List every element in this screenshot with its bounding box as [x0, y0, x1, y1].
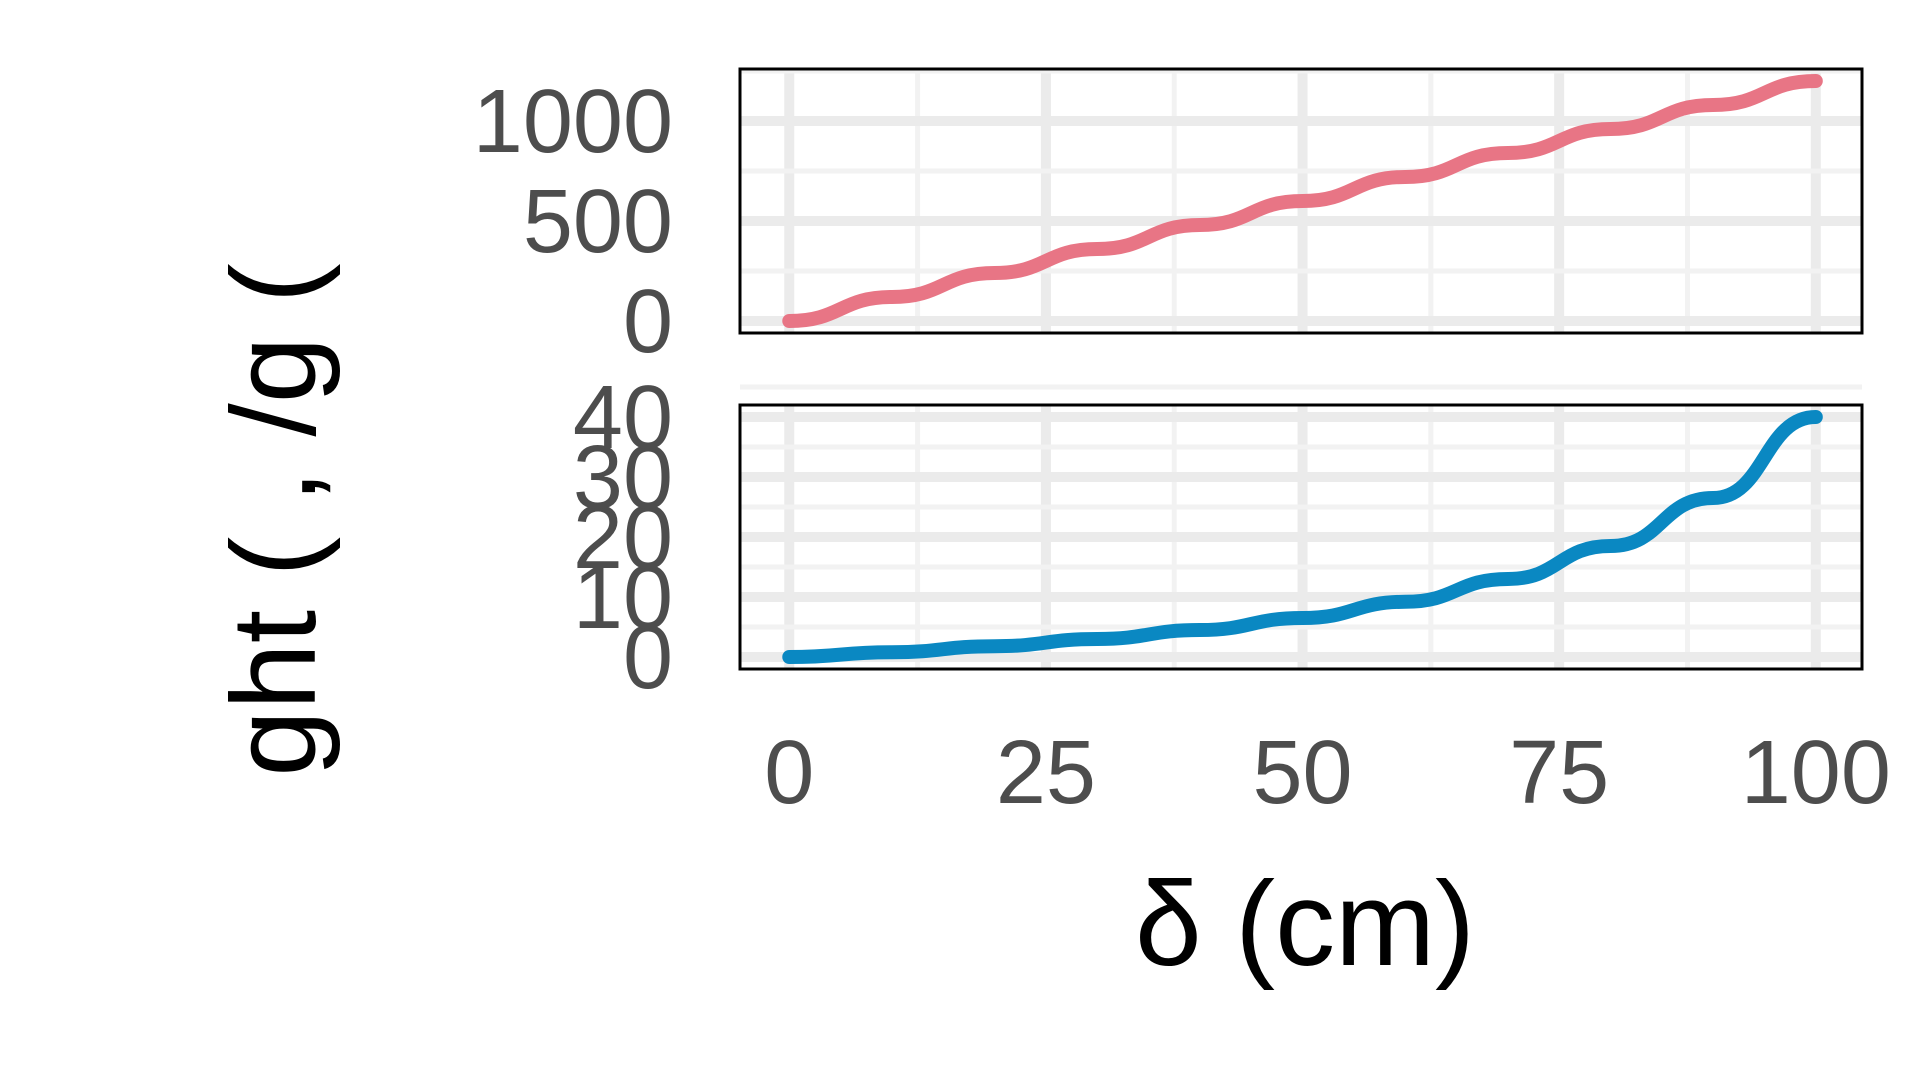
series-line-bottom-0	[782, 410, 1823, 664]
x-tick-label-3: 75	[1509, 723, 1609, 823]
x-axis-labels: 0 25 50 75 100	[764, 723, 1891, 823]
y-tick-label-bottom-2: 20	[573, 488, 673, 588]
x-axis-title: δ (cm)	[1135, 857, 1475, 991]
y-tick-label-top-2: 1000	[473, 72, 673, 172]
y-tick-label-bottom-0: 0	[623, 608, 673, 708]
x-tick-label-4: 100	[1741, 723, 1891, 823]
panel-border-top	[738, 67, 1864, 335]
y-tick-label-bottom-1: 10	[573, 548, 673, 648]
grid-top	[740, 68, 1862, 333]
x-tick-label-1: 25	[996, 723, 1096, 823]
x-tick-label-0: 0	[764, 723, 814, 823]
y-tick-label-top-1: 500	[523, 172, 673, 272]
y-axis-label-group: ght ( , /g (	[207, 263, 341, 777]
series-line-top-0	[782, 74, 1823, 328]
y-tick-label-top-0: 0	[623, 272, 673, 372]
x-tick-label-2: 50	[1252, 723, 1352, 823]
panel-border-bottom	[738, 403, 1864, 671]
grid-bottom	[740, 384, 1862, 669]
y-tick-label-bottom-3: 30	[573, 428, 673, 528]
y-axis-title: ght ( , /g (	[207, 263, 341, 777]
y-tick-label-bottom-4: 40	[573, 368, 673, 468]
